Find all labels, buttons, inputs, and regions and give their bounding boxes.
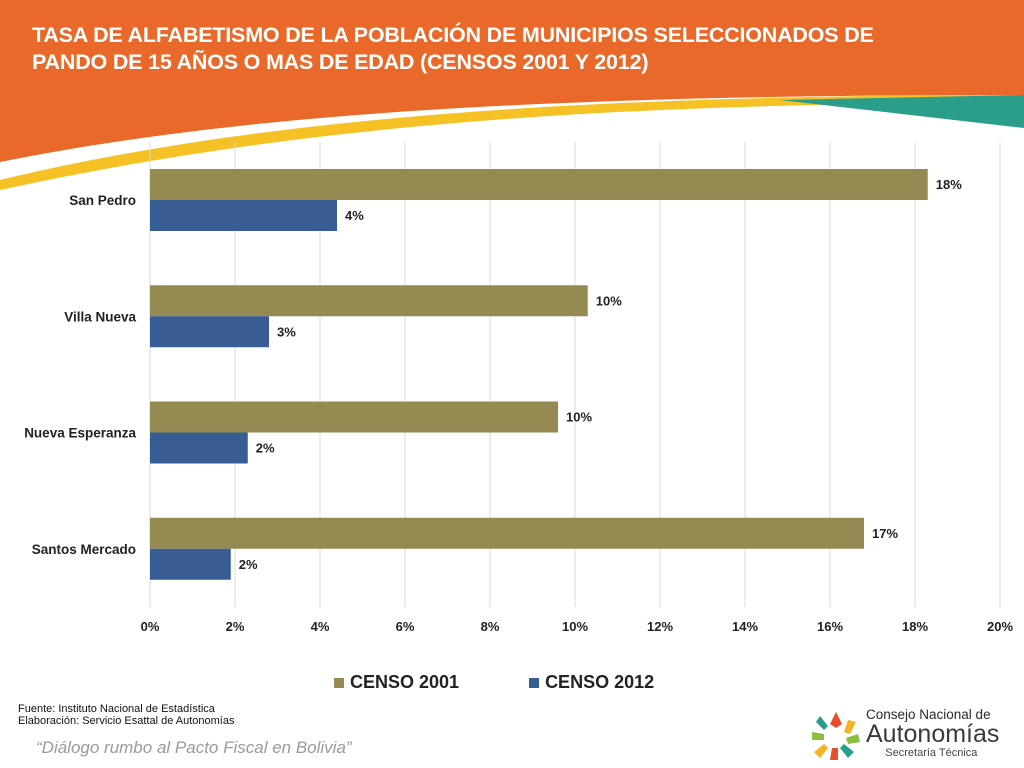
data-label: 18% [936,177,962,192]
page-title: TASA DE ALFABETISMO DE LA POBLACIÓN DE M… [32,22,992,76]
title-line-2: PANDO DE 15 AÑOS O MAS DE EDAD (CENSOS 2… [32,50,649,74]
data-label: 17% [872,526,898,541]
chart-legend: CENSO 2001 CENSO 2012 [334,672,724,693]
category-label: Santos Mercado [32,542,136,557]
legend-swatch-2012 [529,677,540,688]
bar [150,285,588,317]
x-tick-label: 12% [647,619,673,634]
category-label: Nueva Esperanza [24,426,136,441]
data-label: 2% [239,557,258,572]
source-note: Fuente: Instituto Nacional de Estadístic… [18,703,234,727]
logo-text: Consejo Nacional de Autonomías Secretarí… [866,708,999,759]
x-tick-label: 6% [396,619,415,634]
bar [150,316,269,348]
x-tick-label: 0% [141,619,160,634]
bar [150,548,231,580]
logo-line-3: Secretaría Técnica [885,746,978,759]
banner-orange-shape [0,0,1024,162]
x-tick-label: 14% [732,619,758,634]
header-banner [0,0,1024,190]
legend-item-2012: CENSO 2012 [529,672,654,693]
bar [150,401,558,433]
logo-line-2: Autonomías [866,719,1000,748]
slogan: “Diálogo rumbo al Pacto Fiscal en Bolivi… [36,738,352,757]
bar [150,169,928,200]
source-line-1: Fuente: Instituto Nacional de Estadístic… [18,703,215,715]
legend-swatch-2001 [334,677,344,688]
legend-label-2001: CENSO 2001 [350,672,460,692]
x-tick-label: 20% [987,619,1013,634]
x-tick-label: 2% [226,619,245,634]
x-tick-label: 4% [311,619,330,634]
x-tick-label: 10% [562,619,588,634]
data-label: 2% [256,441,275,456]
x-tick-label: 8% [481,619,500,634]
banner-teal-stripe [780,95,1024,128]
logo-emblem-icon [812,712,860,760]
x-tick-label: 16% [817,619,843,634]
logo: Consejo Nacional de Autonomías Secretarí… [808,708,1008,766]
data-label: 10% [596,293,622,308]
bar [150,517,864,549]
logo-line-1: Consejo Nacional de [866,707,991,722]
bar [150,432,248,464]
bar [150,200,337,231]
legend-label-2012: CENSO 2012 [545,672,655,692]
title-line-1: TASA DE ALFABETISMO DE LA POBLACIÓN DE M… [32,23,874,47]
data-label: 4% [345,208,364,223]
legend-item-2001: CENSO 2001 [334,672,459,693]
category-label: San Pedro [69,193,136,208]
x-tick-label: 18% [902,619,928,634]
source-line-2: Elaboración: Servicio Esattal de Autonom… [18,715,235,727]
data-label: 10% [566,410,592,425]
category-label: Villa Nueva [64,309,136,324]
banner-yellow-stripe [0,95,1024,190]
data-label: 3% [277,324,296,339]
